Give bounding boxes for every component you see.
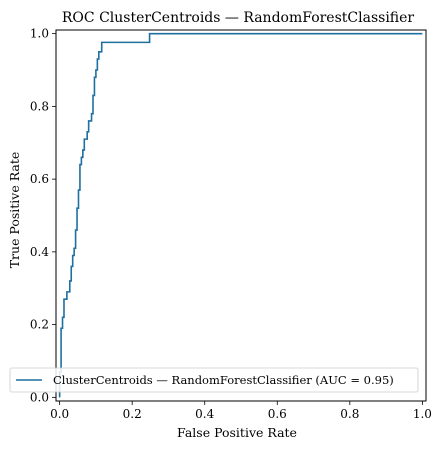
x-tick-label: 0.6 [268,407,287,421]
x-tick-label: 0.0 [50,407,69,421]
y-tick-label: 0.0 [30,390,49,404]
legend-entry-label: ClusterCentroids — RandomForestClassifie… [53,373,394,387]
y-tick-label: 1.0 [30,27,49,41]
plot-frame [55,29,427,402]
y-axis-label: True Positive Rate [7,152,22,269]
y-tick-label: 0.8 [30,99,49,113]
tick-group: 0.0 0.2 0.4 0.6 0.8 1.0 0.0 0.2 0.4 0.6 0.8 1.0 [30,27,432,421]
y-tick-label: 0.4 [30,245,49,259]
roc-curve-line [58,32,423,398]
legend: ClusterCentroids — RandomForestClassifie… [9,367,419,393]
x-axis-label: False Positive Rate [177,425,297,440]
x-tick-label: 0.8 [340,407,359,421]
x-tick-label: 0.4 [195,407,214,421]
chart-title: ROC ClusterCentroids — RandomForestClass… [62,10,415,26]
x-tick-label: 1.0 [413,407,432,421]
x-tick-label: 0.2 [123,407,142,421]
y-tick-label: 0.2 [30,318,49,332]
legend-box [9,367,419,393]
y-tick-label: 0.6 [30,172,49,186]
